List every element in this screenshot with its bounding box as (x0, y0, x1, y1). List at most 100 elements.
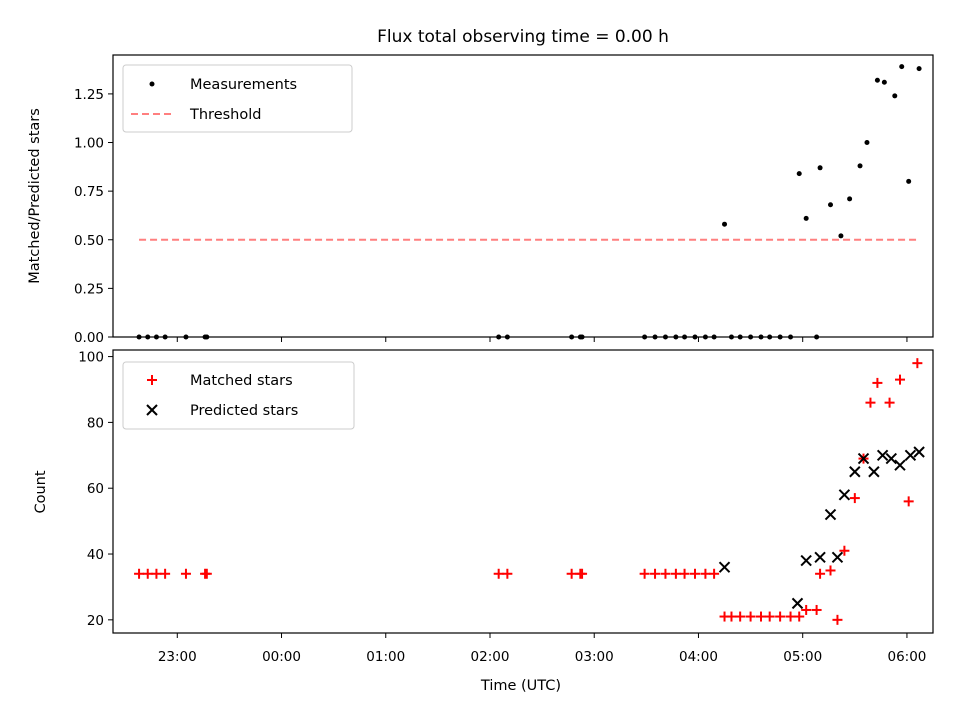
predicted-star-point (791, 597, 804, 610)
bottom-y-tick-label: 100 (78, 350, 104, 366)
top-y-tick-label: 0.75 (74, 184, 104, 200)
measurement-point (803, 215, 809, 221)
legend-predicted-marker (146, 404, 158, 416)
predicted-star-point (800, 554, 812, 567)
legend-measurements-marker (149, 81, 155, 87)
bottom-y-tick-label: 60 (87, 481, 104, 497)
bottom-x-tick-label: 06:00 (887, 649, 926, 665)
measurement-point (838, 233, 844, 239)
measurement-point (874, 77, 880, 83)
bottom-x-tick-label: 23:00 (158, 649, 197, 665)
bottom-x-axis-label: Time (UTC) (480, 678, 561, 694)
legend-matched-label: Matched stars (190, 373, 293, 389)
matched-star-point (872, 377, 883, 388)
measurement-point (916, 66, 922, 72)
predicted-star-point (885, 452, 898, 465)
bottom-y-tick-label: 20 (87, 613, 104, 629)
predicted-star-point (814, 551, 826, 564)
matched-star-point (894, 374, 905, 385)
top-y-tick-label: 1.00 (74, 136, 104, 152)
measurement-point (857, 163, 863, 169)
matched-star-point (745, 611, 756, 622)
bottom-x-axis: 23:00 00:00 01:00 02:00 03:00 04:00 05:00 06:00 (158, 633, 926, 665)
top-legend-box (122, 64, 353, 133)
matched-star-point (201, 568, 212, 579)
matched-star-point (775, 611, 786, 622)
measurement-point (892, 93, 898, 99)
bottom-x-tick-label: 01:00 (366, 649, 405, 665)
measurement-point (817, 165, 823, 171)
legend-threshold-label: Threshold (189, 107, 261, 123)
legend-matched-marker (147, 375, 157, 385)
measurement-point (722, 221, 728, 227)
chart-title: Flux total observing time = 0.00 h (377, 27, 669, 47)
predicted-star-point (849, 466, 861, 478)
bottom-x-tick-label: 02:00 (471, 649, 510, 665)
matched-star-point (180, 568, 191, 579)
top-x-axis (176, 337, 908, 342)
matched-star-point (679, 568, 690, 579)
bottom-x-tick-label: 03:00 (575, 649, 614, 665)
measurement-point (796, 171, 802, 177)
bottom-legend: Matched stars Predicted stars (122, 361, 355, 430)
top-y-tick-label: 0.50 (74, 233, 104, 249)
matched-star-point (134, 568, 145, 579)
legend-measurements-label: Measurements (190, 77, 297, 93)
matched-star-point (577, 568, 588, 579)
measurement-point (847, 196, 853, 202)
matched-star-point (794, 611, 805, 622)
predicted-star-point (868, 466, 880, 478)
bottom-y-axis-label: Count (33, 470, 49, 513)
matched-star-point (151, 568, 162, 579)
top-y-tick-label: 1.25 (74, 87, 104, 103)
matched-star-point (865, 397, 876, 408)
measurement-point (899, 64, 905, 70)
measurement-point (828, 202, 833, 208)
bottom-y-tick-label: 40 (87, 547, 104, 563)
top-y-tick-label: 0.25 (74, 281, 104, 297)
predicted-star-point (857, 452, 870, 465)
matched-star-point (566, 568, 577, 579)
bottom-x-tick-label: 04:00 (679, 649, 718, 665)
series-measurements (136, 64, 922, 340)
matched-star-point (903, 496, 914, 507)
predicted-star-point (913, 446, 925, 458)
matched-star-point (639, 568, 650, 579)
matched-star-point (160, 568, 171, 579)
predicted-star-point (838, 489, 851, 501)
measurement-point (906, 178, 912, 184)
bottom-y-tick-label: 80 (87, 415, 104, 431)
matched-star-point (700, 568, 711, 579)
matched-star-point (670, 568, 681, 579)
predicted-star-point (904, 449, 917, 462)
top-y-tick-label: 0.00 (74, 330, 104, 346)
series-predicted-stars (718, 446, 925, 610)
matched-star-point (884, 397, 895, 408)
top-axes-frame (112, 54, 934, 338)
matched-star-point (825, 565, 836, 576)
matched-star-point (650, 568, 661, 579)
top-y-axis-label: Matched/Predicted stars (27, 108, 43, 284)
measurement-point (881, 79, 887, 85)
matched-star-point (756, 611, 767, 622)
matched-star-point (502, 568, 513, 579)
matched-star-point (849, 493, 860, 504)
bottom-axes-frame (112, 349, 934, 634)
bottom-plot-area (134, 358, 925, 625)
predicted-star-point (894, 459, 906, 471)
predicted-star-point (718, 561, 731, 573)
bottom-x-tick-label: 00:00 (262, 649, 301, 665)
top-plot-area (136, 64, 922, 340)
predicted-star-point (876, 449, 889, 462)
bottom-y-axis: 20 40 60 80 100 (78, 350, 113, 629)
bottom-x-tick-label: 05:00 (783, 649, 822, 665)
matched-star-point (785, 611, 796, 622)
matched-star-point (142, 568, 153, 579)
matched-star-point (801, 604, 812, 615)
matched-star-point (660, 568, 671, 579)
matched-star-point (839, 545, 850, 556)
predicted-star-point (831, 551, 844, 564)
matched-star-point (811, 604, 822, 615)
matched-star-point (832, 614, 843, 625)
